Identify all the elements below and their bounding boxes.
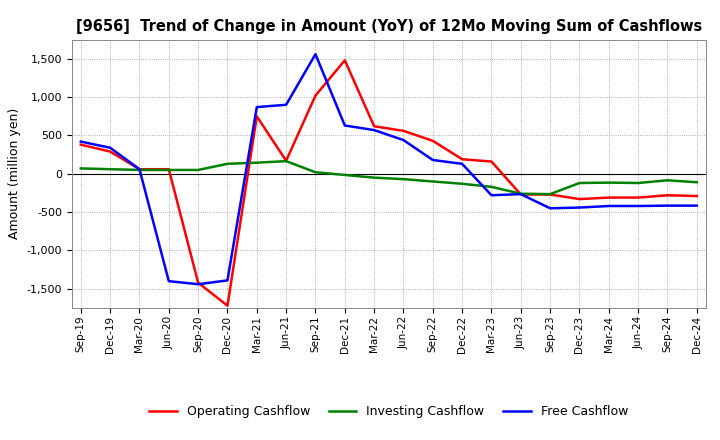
Free Cashflow <box>76 139 85 144</box>
Free Cashflow <box>458 161 467 166</box>
Free Cashflow <box>135 167 144 172</box>
Line: Operating Cashflow: Operating Cashflow <box>81 60 697 306</box>
Free Cashflow <box>194 282 202 287</box>
Operating Cashflow <box>487 159 496 164</box>
Investing Cashflow <box>546 191 554 197</box>
Free Cashflow <box>516 191 525 197</box>
Investing Cashflow <box>634 180 642 186</box>
Operating Cashflow <box>223 303 232 308</box>
Free Cashflow <box>399 137 408 143</box>
Free Cashflow <box>253 104 261 110</box>
Free Cashflow <box>605 203 613 209</box>
Investing Cashflow <box>458 181 467 187</box>
Operating Cashflow <box>575 197 584 202</box>
Legend: Operating Cashflow, Investing Cashflow, Free Cashflow: Operating Cashflow, Investing Cashflow, … <box>145 400 633 423</box>
Free Cashflow <box>282 102 290 107</box>
Investing Cashflow <box>370 175 379 180</box>
Operating Cashflow <box>194 280 202 285</box>
Free Cashflow <box>693 203 701 208</box>
Investing Cashflow <box>663 178 672 183</box>
Investing Cashflow <box>575 180 584 186</box>
Operating Cashflow <box>253 114 261 119</box>
Title: [9656]  Trend of Change in Amount (YoY) of 12Mo Moving Sum of Cashflows: [9656] Trend of Change in Amount (YoY) o… <box>76 19 702 34</box>
Operating Cashflow <box>341 58 349 63</box>
Operating Cashflow <box>311 93 320 98</box>
Operating Cashflow <box>282 158 290 163</box>
Free Cashflow <box>223 278 232 283</box>
Investing Cashflow <box>605 180 613 185</box>
Free Cashflow <box>106 145 114 150</box>
Investing Cashflow <box>311 170 320 175</box>
Investing Cashflow <box>253 160 261 165</box>
Operating Cashflow <box>458 157 467 162</box>
Line: Free Cashflow: Free Cashflow <box>81 54 697 284</box>
Operating Cashflow <box>399 128 408 133</box>
Investing Cashflow <box>164 167 173 172</box>
Investing Cashflow <box>399 176 408 182</box>
Investing Cashflow <box>516 191 525 196</box>
Operating Cashflow <box>605 195 613 200</box>
Operating Cashflow <box>516 192 525 197</box>
Free Cashflow <box>575 205 584 210</box>
Investing Cashflow <box>223 161 232 166</box>
Free Cashflow <box>634 203 642 209</box>
Free Cashflow <box>164 279 173 284</box>
Line: Investing Cashflow: Investing Cashflow <box>81 161 697 194</box>
Operating Cashflow <box>106 149 114 154</box>
Free Cashflow <box>311 51 320 57</box>
Investing Cashflow <box>106 167 114 172</box>
Investing Cashflow <box>76 166 85 171</box>
Operating Cashflow <box>634 195 642 200</box>
Operating Cashflow <box>546 192 554 197</box>
Free Cashflow <box>370 128 379 133</box>
Operating Cashflow <box>428 138 437 143</box>
Free Cashflow <box>428 158 437 163</box>
Operating Cashflow <box>693 194 701 199</box>
Operating Cashflow <box>135 167 144 172</box>
Investing Cashflow <box>428 179 437 184</box>
Free Cashflow <box>546 205 554 211</box>
Free Cashflow <box>487 193 496 198</box>
Y-axis label: Amount (million yen): Amount (million yen) <box>8 108 21 239</box>
Operating Cashflow <box>76 142 85 147</box>
Investing Cashflow <box>194 167 202 172</box>
Operating Cashflow <box>663 193 672 198</box>
Operating Cashflow <box>370 124 379 129</box>
Investing Cashflow <box>693 180 701 185</box>
Investing Cashflow <box>282 158 290 164</box>
Investing Cashflow <box>487 184 496 190</box>
Investing Cashflow <box>135 167 144 172</box>
Investing Cashflow <box>341 172 349 178</box>
Operating Cashflow <box>164 167 173 172</box>
Free Cashflow <box>341 123 349 128</box>
Free Cashflow <box>663 203 672 208</box>
